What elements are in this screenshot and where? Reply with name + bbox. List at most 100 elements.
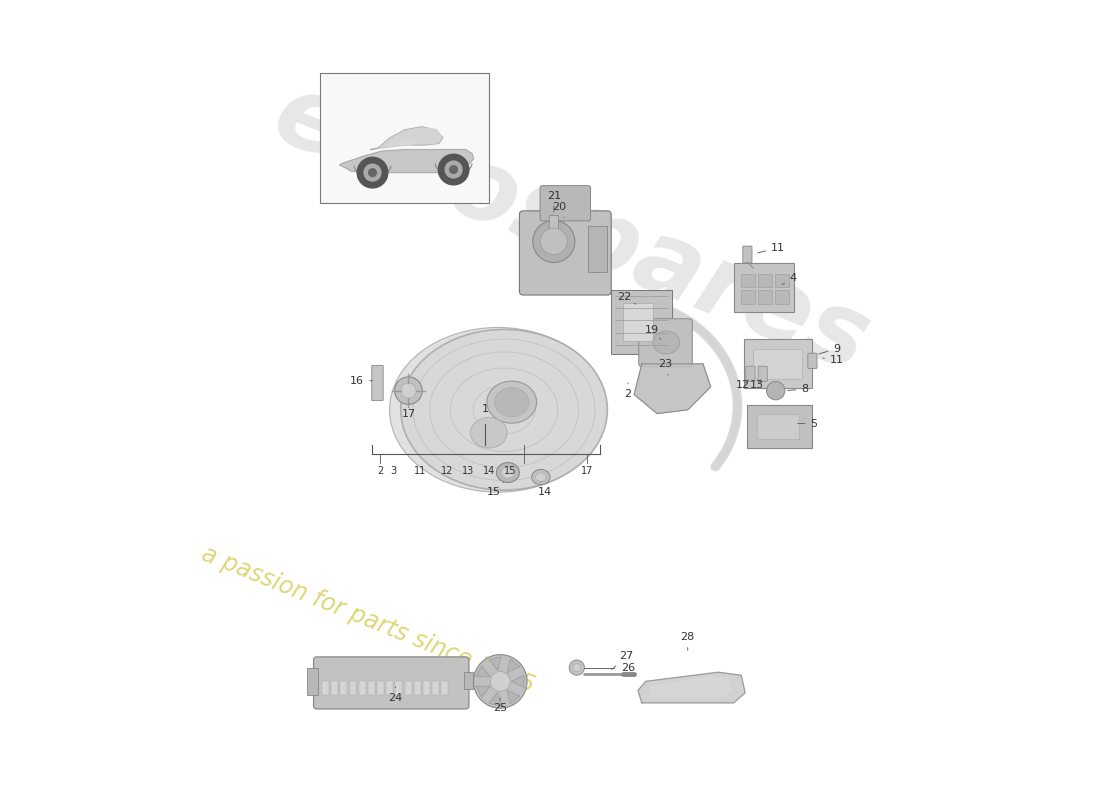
FancyBboxPatch shape — [612, 290, 672, 354]
Ellipse shape — [495, 388, 529, 417]
Text: 26: 26 — [621, 662, 636, 673]
Ellipse shape — [471, 418, 507, 448]
FancyBboxPatch shape — [377, 682, 384, 695]
Ellipse shape — [536, 473, 547, 482]
Circle shape — [364, 164, 381, 181]
Polygon shape — [638, 672, 745, 703]
Text: a passion for parts since 1985: a passion for parts since 1985 — [198, 542, 538, 698]
Text: 17: 17 — [403, 404, 416, 419]
Text: 27: 27 — [612, 651, 634, 670]
Text: 13: 13 — [462, 466, 474, 476]
Text: 17: 17 — [581, 466, 593, 476]
FancyBboxPatch shape — [742, 246, 752, 263]
Text: 28: 28 — [681, 632, 695, 650]
FancyBboxPatch shape — [331, 682, 338, 695]
FancyBboxPatch shape — [386, 682, 393, 695]
FancyBboxPatch shape — [340, 682, 348, 695]
FancyBboxPatch shape — [414, 682, 420, 695]
FancyBboxPatch shape — [314, 657, 469, 709]
Ellipse shape — [487, 381, 537, 423]
FancyBboxPatch shape — [639, 318, 692, 367]
FancyBboxPatch shape — [754, 350, 803, 379]
Bar — [320, 73, 488, 203]
FancyBboxPatch shape — [372, 366, 383, 401]
FancyBboxPatch shape — [367, 682, 375, 695]
Text: 25: 25 — [493, 698, 507, 713]
Text: 11: 11 — [414, 466, 426, 476]
Ellipse shape — [400, 330, 607, 490]
Ellipse shape — [540, 228, 568, 255]
Polygon shape — [382, 138, 420, 148]
Text: 9: 9 — [818, 343, 840, 354]
Text: 2: 2 — [625, 383, 631, 399]
Polygon shape — [490, 693, 500, 706]
FancyBboxPatch shape — [519, 211, 612, 295]
FancyBboxPatch shape — [807, 353, 817, 369]
Text: eurospares: eurospares — [260, 66, 882, 393]
FancyBboxPatch shape — [774, 290, 789, 304]
Ellipse shape — [531, 470, 550, 485]
FancyBboxPatch shape — [549, 215, 559, 230]
Text: 13: 13 — [749, 380, 763, 390]
Text: 11: 11 — [823, 355, 844, 365]
FancyBboxPatch shape — [405, 682, 411, 695]
Text: 5: 5 — [798, 418, 817, 429]
Text: 1: 1 — [482, 404, 488, 414]
Circle shape — [395, 377, 422, 405]
Text: 14: 14 — [538, 482, 552, 498]
Ellipse shape — [389, 327, 606, 492]
FancyBboxPatch shape — [734, 263, 794, 312]
FancyBboxPatch shape — [757, 414, 799, 439]
Polygon shape — [340, 150, 473, 173]
FancyBboxPatch shape — [741, 274, 755, 287]
Ellipse shape — [532, 221, 575, 262]
Polygon shape — [635, 364, 711, 414]
Circle shape — [473, 654, 527, 708]
Text: 11: 11 — [758, 242, 785, 253]
Text: 20: 20 — [552, 202, 567, 218]
FancyBboxPatch shape — [744, 339, 812, 388]
Text: 21: 21 — [547, 190, 561, 212]
FancyBboxPatch shape — [350, 682, 356, 695]
Polygon shape — [476, 686, 490, 697]
Text: 23: 23 — [658, 359, 672, 375]
FancyBboxPatch shape — [322, 682, 329, 695]
FancyBboxPatch shape — [747, 405, 812, 448]
FancyBboxPatch shape — [741, 290, 755, 304]
Polygon shape — [651, 677, 733, 697]
Polygon shape — [476, 666, 490, 677]
Text: 15: 15 — [487, 482, 504, 498]
FancyBboxPatch shape — [623, 302, 653, 341]
Text: 15: 15 — [504, 466, 516, 476]
FancyBboxPatch shape — [540, 186, 591, 221]
Text: 3: 3 — [390, 466, 396, 476]
FancyBboxPatch shape — [758, 290, 772, 304]
Polygon shape — [507, 690, 520, 704]
FancyBboxPatch shape — [359, 682, 365, 695]
FancyBboxPatch shape — [758, 366, 768, 382]
FancyBboxPatch shape — [774, 274, 789, 287]
Circle shape — [767, 382, 785, 400]
Text: 8: 8 — [788, 384, 808, 394]
Polygon shape — [507, 659, 520, 673]
Text: 12: 12 — [440, 466, 453, 476]
FancyBboxPatch shape — [308, 668, 318, 695]
Circle shape — [358, 158, 388, 188]
Text: 19: 19 — [645, 326, 661, 339]
Ellipse shape — [653, 331, 680, 354]
Ellipse shape — [500, 466, 515, 478]
FancyBboxPatch shape — [758, 274, 772, 287]
Circle shape — [573, 664, 581, 671]
Text: 2: 2 — [377, 466, 383, 476]
FancyBboxPatch shape — [441, 682, 448, 695]
Polygon shape — [490, 657, 500, 670]
Text: 16: 16 — [350, 376, 373, 386]
Circle shape — [491, 671, 510, 691]
FancyBboxPatch shape — [588, 226, 607, 272]
Text: 4: 4 — [782, 273, 796, 285]
Circle shape — [400, 383, 416, 398]
Text: 22: 22 — [617, 291, 636, 304]
Circle shape — [569, 660, 584, 675]
FancyBboxPatch shape — [424, 682, 430, 695]
Circle shape — [438, 154, 469, 185]
